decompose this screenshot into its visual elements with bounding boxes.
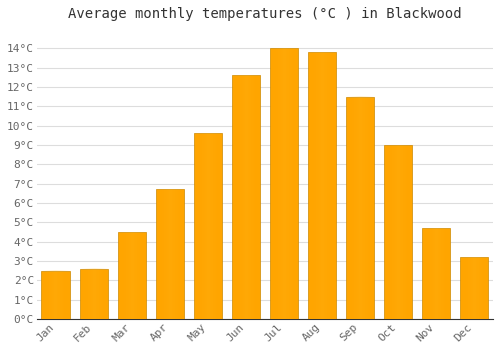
- Title: Average monthly temperatures (°C ) in Blackwood: Average monthly temperatures (°C ) in Bl…: [68, 7, 462, 21]
- Bar: [384, 145, 412, 319]
- Bar: [42, 271, 70, 319]
- Bar: [422, 228, 450, 319]
- Bar: [346, 97, 374, 319]
- Bar: [80, 269, 108, 319]
- Bar: [156, 189, 184, 319]
- Bar: [118, 232, 146, 319]
- Bar: [194, 133, 222, 319]
- Bar: [460, 257, 488, 319]
- Bar: [308, 52, 336, 319]
- Bar: [270, 48, 298, 319]
- Bar: [232, 76, 260, 319]
